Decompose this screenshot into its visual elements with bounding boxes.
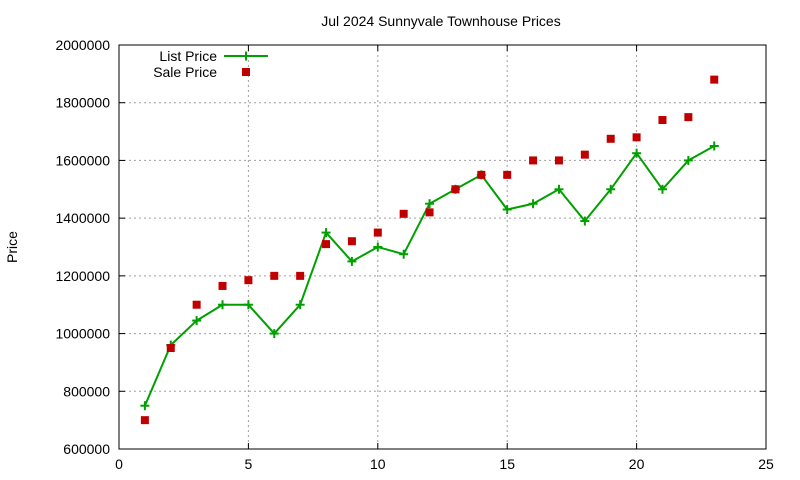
legend-label: Sale Price xyxy=(153,64,217,80)
sale-price-point xyxy=(580,150,589,159)
sale-price-point xyxy=(632,133,641,142)
x-tick-label: 15 xyxy=(499,456,515,472)
y-tick-label: 2000000 xyxy=(55,37,110,53)
legend-square-marker xyxy=(242,68,250,76)
list-price-point xyxy=(347,256,357,266)
sale-price-point xyxy=(554,156,563,165)
sale-price-point xyxy=(244,276,253,285)
list-price-point xyxy=(657,184,667,194)
sale-price-point xyxy=(477,170,486,179)
sale-price-point xyxy=(684,113,693,122)
y-tick-label: 1000000 xyxy=(55,326,110,342)
y-tick-label: 1800000 xyxy=(55,95,110,111)
plot-series xyxy=(140,75,719,425)
legend-plus-marker xyxy=(241,51,251,61)
y-tick-label: 800000 xyxy=(63,383,110,399)
sale-price-point xyxy=(296,271,305,280)
sale-price-point xyxy=(425,208,434,217)
sale-price-point xyxy=(373,228,382,237)
x-tick-label: 20 xyxy=(629,456,645,472)
list-price-point xyxy=(295,300,305,310)
sale-price-point xyxy=(166,344,175,352)
sale-price-point xyxy=(322,240,331,249)
legend-label: List Price xyxy=(159,48,217,64)
list-price-point xyxy=(243,300,253,310)
sale-price-point xyxy=(218,281,227,290)
x-tick-label: 0 xyxy=(115,456,123,472)
list-price-point xyxy=(580,216,590,226)
axes: 0 5 10 15 20 25 600000 800000 1000000 1200000 1400… xyxy=(55,37,774,472)
list-price-point xyxy=(632,148,642,158)
y-tick-label: 600000 xyxy=(63,441,110,457)
sale-price-point xyxy=(347,237,356,246)
y-tick-label: 1600000 xyxy=(55,152,110,168)
plot-border xyxy=(118,44,767,450)
sale-price-point xyxy=(658,116,667,125)
list-price-point xyxy=(192,316,202,326)
sale-price-point xyxy=(192,300,201,309)
list-price-point xyxy=(373,242,383,252)
list-price-point xyxy=(606,184,616,194)
sale-price-point xyxy=(529,156,538,165)
list-price-point xyxy=(269,329,279,339)
sale-price-point xyxy=(606,134,615,143)
sale-price-point xyxy=(503,170,512,179)
grid xyxy=(119,45,766,449)
y-tick-label: 1400000 xyxy=(55,210,110,226)
sale-price-point xyxy=(270,271,279,280)
list-price-point xyxy=(709,141,719,151)
list-price-point xyxy=(554,184,564,194)
chart-title: Jul 2024 Sunnyvale Townhouse Prices xyxy=(321,13,560,29)
list-price-point xyxy=(321,228,331,238)
list-price-point xyxy=(218,300,228,310)
list-price-point xyxy=(683,155,693,165)
series-1 xyxy=(140,75,719,425)
series-0 xyxy=(140,141,719,411)
sale-price-point xyxy=(451,185,460,194)
sale-price-point xyxy=(710,75,719,84)
list-price-point xyxy=(399,249,409,259)
x-tick-label: 10 xyxy=(370,456,386,472)
x-tick-label: 25 xyxy=(758,456,774,472)
y-tick-label: 1200000 xyxy=(55,268,110,284)
list-price-point xyxy=(140,401,150,411)
sale-price-point xyxy=(140,416,149,425)
list-price-point xyxy=(528,199,538,209)
list-price-point xyxy=(425,199,435,209)
sale-price-point xyxy=(399,209,408,218)
list-price-point xyxy=(502,204,512,214)
x-tick-label: 5 xyxy=(245,456,253,472)
y-axis-label: Price xyxy=(4,231,20,263)
